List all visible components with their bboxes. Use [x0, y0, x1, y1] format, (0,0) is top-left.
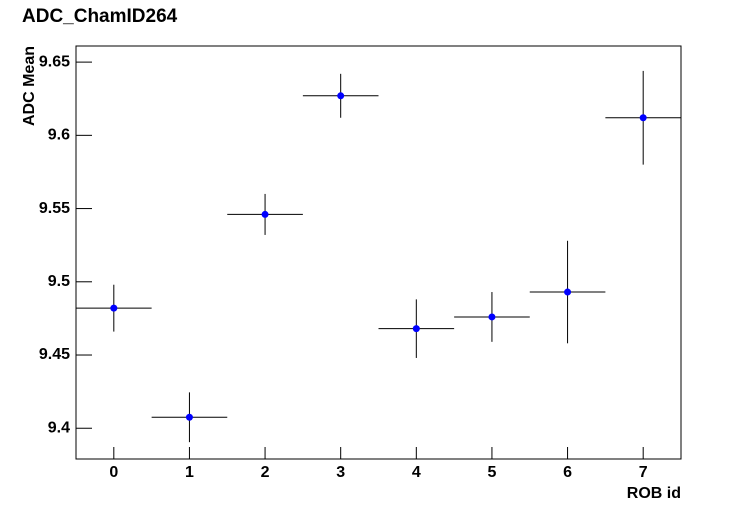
- plot-frame: [75, 45, 682, 460]
- x-tick-label: 3: [336, 464, 345, 481]
- x-tick-label: 0: [109, 464, 118, 481]
- y-tick-label: 9.55: [39, 200, 70, 217]
- data-point: [639, 114, 647, 122]
- data-point: [488, 313, 496, 321]
- x-tick-label: 6: [563, 464, 572, 481]
- data-point: [185, 413, 193, 421]
- x-tick-label: 4: [412, 464, 421, 481]
- x-axis-title: ROB id: [627, 485, 681, 502]
- chart-title: ADC_ChamID264: [22, 6, 178, 27]
- x-tick-label: 1: [185, 464, 194, 481]
- data-point: [261, 210, 269, 218]
- x-tick-label: 7: [639, 464, 648, 481]
- y-tick-label: 9.6: [48, 127, 70, 144]
- y-tick-label: 9.65: [39, 53, 70, 70]
- y-axis-title: ADC Mean: [21, 46, 38, 126]
- y-tick-label: 9.45: [39, 346, 70, 363]
- data-point: [412, 325, 420, 333]
- y-tick-label: 9.5: [48, 273, 70, 290]
- data-point: [337, 92, 345, 100]
- data-point: [110, 304, 118, 312]
- data-point: [564, 288, 572, 296]
- y-tick-label: 9.4: [48, 419, 70, 436]
- x-tick-label: 5: [487, 464, 496, 481]
- x-tick-label: 2: [261, 464, 270, 481]
